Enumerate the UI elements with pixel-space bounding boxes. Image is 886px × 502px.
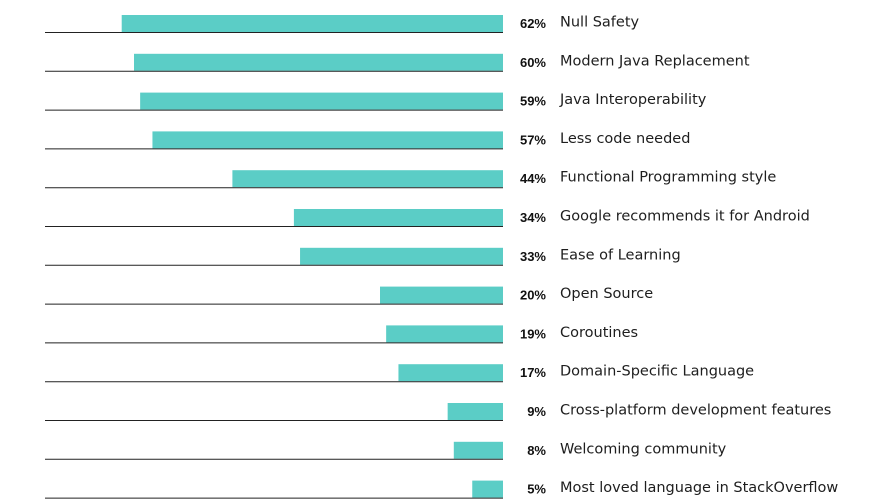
bar bbox=[140, 92, 503, 110]
bar bbox=[121, 15, 503, 32]
value-label: 20% bbox=[520, 288, 546, 303]
value-label: 57% bbox=[520, 132, 546, 147]
baselines-layer bbox=[45, 32, 503, 499]
category-label: Functional Programming style bbox=[560, 170, 776, 186]
category-label: Domain-Specific Language bbox=[560, 364, 754, 380]
bar bbox=[472, 480, 503, 498]
category-label: Google recommends it for Android bbox=[560, 209, 810, 225]
category-label: Java Interoperability bbox=[559, 92, 707, 108]
value-label: 9% bbox=[527, 404, 546, 419]
value-label: 59% bbox=[520, 94, 546, 109]
bars-layer bbox=[121, 15, 503, 498]
category-label: Null Safety bbox=[560, 15, 640, 31]
category-label: Modern Java Replacement bbox=[560, 53, 750, 69]
bar bbox=[380, 286, 503, 304]
value-label: 60% bbox=[520, 55, 546, 70]
bar bbox=[232, 170, 503, 188]
category-label: Most loved language in StackOverflow bbox=[560, 480, 838, 496]
value-label: 62% bbox=[520, 16, 546, 31]
category-label: Welcoming community bbox=[560, 441, 727, 457]
bar bbox=[447, 403, 503, 420]
category-label: Less code needed bbox=[560, 131, 690, 147]
value-label: 19% bbox=[520, 326, 546, 341]
value-label: 5% bbox=[527, 482, 546, 497]
bar bbox=[398, 364, 503, 382]
bar bbox=[152, 131, 503, 149]
category-label: Coroutines bbox=[560, 325, 638, 341]
value-label: 34% bbox=[520, 210, 546, 225]
category-label: Ease of Learning bbox=[560, 247, 681, 263]
bar bbox=[453, 441, 503, 459]
bar bbox=[300, 247, 503, 265]
value-label: 8% bbox=[527, 443, 546, 458]
category-label: Cross-platform development features bbox=[560, 403, 831, 419]
value-label: 44% bbox=[520, 171, 546, 186]
category-label: Open Source bbox=[560, 286, 653, 302]
bar bbox=[293, 209, 503, 226]
labels-layer: 62% Null Safety 60% Modern Java Replacement… bbox=[520, 15, 838, 497]
value-label: 17% bbox=[520, 365, 546, 380]
bar bbox=[134, 53, 503, 71]
value-label: 33% bbox=[520, 249, 546, 264]
bar bbox=[386, 325, 503, 343]
